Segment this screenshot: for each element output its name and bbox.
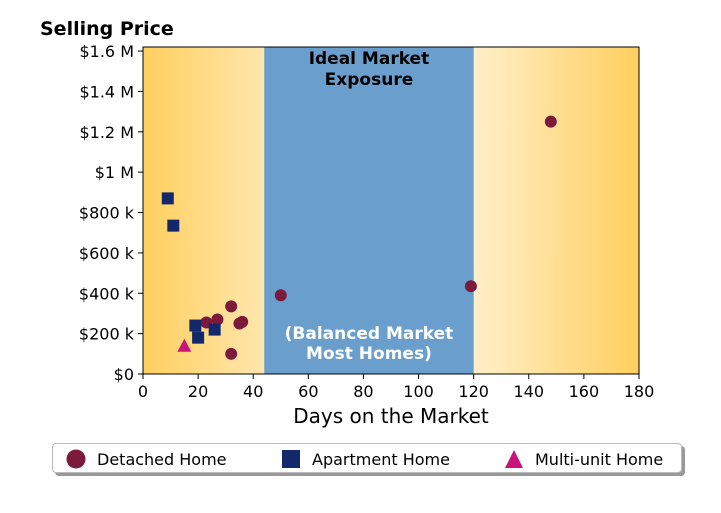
x-axis-ticks: 0 20 40 60 80 100 120 140 160 180 [138,374,654,401]
x-tick-label: 0 [138,382,148,401]
y-axis-ticks: $0 $200 k $400 k $600 k $800 k $1 M $1.2 M $1.4… [79,42,143,384]
detached-home-point [225,300,238,313]
detached-home-point [211,313,224,326]
band-label-bottom-line1: (Balanced Market [285,324,454,344]
y-tick-label: $600 k [79,244,135,263]
ideal-exposure-band [264,47,474,374]
detached-home-point [464,280,477,293]
multi-unit-home-point [177,338,192,352]
x-tick-label: 60 [298,382,318,401]
x-tick-label: 180 [624,382,655,401]
triangle-marker-icon [505,450,523,468]
x-tick-label: 160 [569,382,600,401]
legend-item-detached: Detached Home [65,444,227,474]
legend-item-apartment: Apartment Home [280,444,450,474]
y-tick-label: $400 k [79,284,135,303]
detached-home-point [236,315,249,328]
x-tick-label: 100 [403,382,434,401]
x-tick-label: 20 [188,382,208,401]
x-tick-label: 40 [243,382,263,401]
chart-title: Selling Price [40,18,174,40]
apartment-home-point [192,331,205,344]
square-marker-icon [282,450,300,468]
y-tick-label: $0 [114,365,134,384]
y-tick-label: $200 k [79,325,135,344]
circle-marker-icon [66,449,86,469]
detached-home-point [544,115,557,128]
legend-item-multiunit: Multi-unit Home [503,444,663,474]
legend-label-apartment: Apartment Home [312,449,450,469]
x-tick-label: 80 [353,382,373,401]
detached-home-point [225,347,238,360]
band-label-top-line2: Exposure [325,70,414,90]
plot-frame [142,46,640,375]
data-points [161,115,557,360]
x-axis-label: Days on the Market [293,404,489,428]
legend-label-detached: Detached Home [97,449,227,469]
x-tick-label: 140 [514,382,545,401]
y-tick-label: $800 k [79,204,135,223]
legend-label-multiunit: Multi-unit Home [535,449,664,469]
apartment-home-point [161,192,174,205]
x-tick-label: 120 [458,382,489,401]
band-label-top-line1: Ideal Market [309,49,430,69]
detached-home-point [274,289,287,302]
y-tick-label: $1.4 M [79,82,134,101]
apartment-home-point [167,219,180,232]
apartment-home-point [189,319,202,332]
band-label-bottom-line2: Most Homes) [306,344,432,364]
y-tick-label: $1 M [95,163,134,182]
y-tick-label: $1.2 M [79,123,134,142]
y-tick-label: $1.6 M [79,42,134,61]
chart-legend: Detached Home Apartment Home Multi-unit … [52,443,682,473]
apartment-home-point [208,323,221,336]
